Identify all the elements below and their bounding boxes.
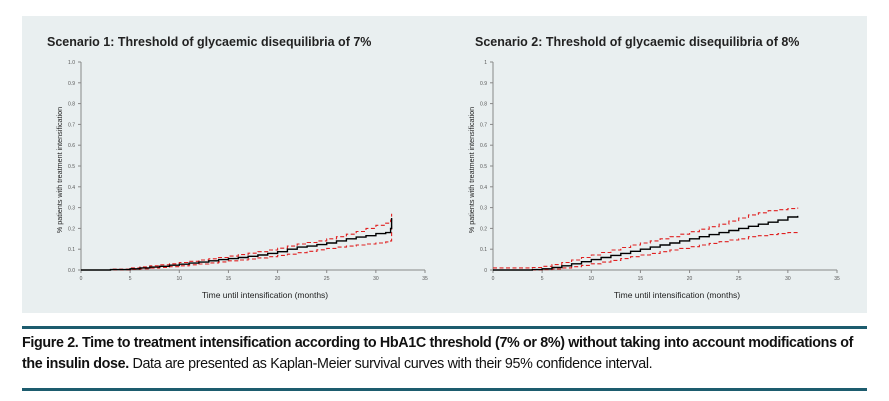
y-tick-label: 0.8 <box>480 102 487 108</box>
y-tick-label: 0.2 <box>480 226 487 232</box>
ci-bound-line <box>493 207 799 269</box>
chart-2-title: Scenario 2: Threshold of glycaemic diseq… <box>475 35 800 49</box>
y-tick-label: 1 <box>484 60 487 66</box>
y-tick-label: 0.7 <box>68 122 75 128</box>
y-tick-label: 0.9 <box>68 81 75 87</box>
y-tick-label: 0 <box>484 268 487 274</box>
x-tick-label: 20 <box>687 276 693 282</box>
figure-panel <box>22 16 867 313</box>
y-tick-label: 0.9 <box>480 81 487 87</box>
x-axis-label: Time until intensification (months) <box>202 290 328 300</box>
y-tick-label: 0.7 <box>480 122 487 128</box>
x-tick-label: 20 <box>275 276 281 282</box>
chart-1-title: Scenario 1: Threshold of glycaemic diseq… <box>47 35 372 49</box>
x-tick-label: 10 <box>589 276 595 282</box>
x-tick-label: 0 <box>492 276 495 282</box>
y-tick-label: 0.1 <box>480 247 487 253</box>
y-tick-label: 0.3 <box>480 206 487 212</box>
ci-bound-line <box>81 213 393 271</box>
x-tick-label: 30 <box>373 276 379 282</box>
caption-bold: Figure 2. Time to treatment intensificat… <box>22 335 854 372</box>
x-tick-label: 0 <box>80 276 83 282</box>
km-estimate-line <box>493 215 799 271</box>
caption-normal: Data are presented as Kaplan-Meier survi… <box>128 356 653 372</box>
y-tick-label: 0.3 <box>68 206 75 212</box>
x-tick-label: 35 <box>834 276 840 282</box>
x-tick-label: 25 <box>736 276 742 282</box>
y-tick-label: 0.6 <box>480 143 487 149</box>
figure-caption: Figure 2. Time to treatment intensificat… <box>22 333 872 375</box>
y-axis-label: % patients with treatment intensificatio… <box>467 107 476 233</box>
x-axis-label: Time until intensification (months) <box>614 290 740 300</box>
x-tick-label: 5 <box>129 276 132 282</box>
y-tick-label: 0.4 <box>68 185 75 191</box>
ci-bound-line <box>493 231 799 271</box>
y-tick-label: 0.4 <box>480 185 487 191</box>
x-tick-label: 30 <box>785 276 791 282</box>
y-tick-label: 0.5 <box>68 164 75 170</box>
x-tick-label: 15 <box>638 276 644 282</box>
y-tick-label: 0.1 <box>68 247 75 253</box>
caption-rule-top <box>22 326 867 329</box>
y-tick-label: 0.2 <box>68 226 75 232</box>
y-tick-label: 1.0 <box>68 60 75 66</box>
x-tick-label: 35 <box>422 276 428 282</box>
x-tick-label: 25 <box>324 276 330 282</box>
x-tick-label: 5 <box>541 276 544 282</box>
y-axis-label: % patients with treatment intensificatio… <box>55 107 64 233</box>
y-tick-label: 0.8 <box>68 102 75 108</box>
caption-rule-bottom <box>22 388 867 391</box>
y-tick-label: 0.5 <box>480 164 487 170</box>
y-tick-label: 0.0 <box>68 268 75 274</box>
y-tick-label: 0.6 <box>68 143 75 149</box>
x-tick-label: 15 <box>226 276 232 282</box>
x-tick-label: 10 <box>177 276 183 282</box>
km-estimate-line <box>81 218 393 271</box>
